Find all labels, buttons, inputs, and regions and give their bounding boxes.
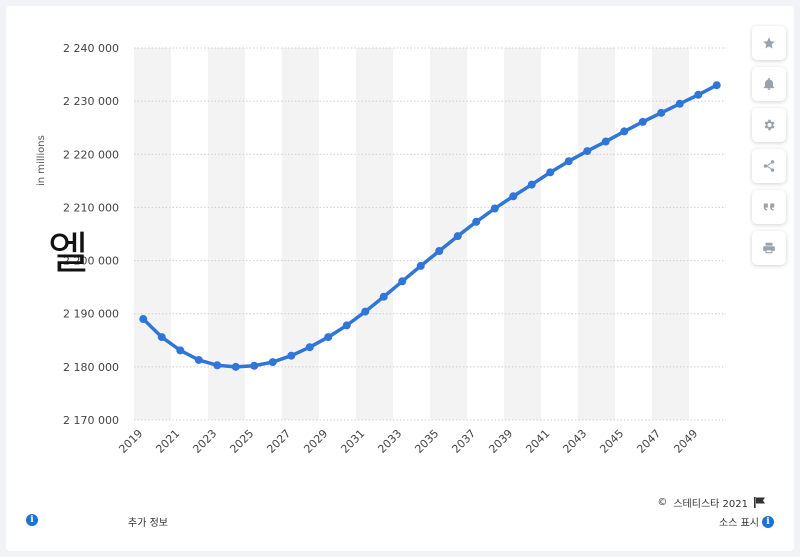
background-band [134,48,171,420]
data-point [620,127,629,136]
x-tick-label: 2035 [412,427,441,456]
y-tick-label: 2 230 000 [63,95,119,108]
background-band [282,48,319,420]
x-tick-label: 2043 [560,427,589,456]
data-point [139,315,148,324]
x-tick-label: 2019 [116,427,145,456]
data-point [675,99,684,108]
print-button[interactable] [752,231,786,265]
data-point [435,247,444,256]
x-tick-label: 2033 [375,427,404,456]
y-tick-label: 2 170 000 [63,414,119,427]
print-icon [763,242,775,254]
y-tick-label: 2 200 000 [63,255,119,268]
data-point [453,232,462,241]
data-point [583,147,592,156]
data-point [712,81,721,90]
data-point [287,351,296,360]
data-point [157,333,166,342]
data-point [194,355,203,364]
y-tick-label: 2 180 000 [63,361,119,374]
x-tick-label: 2027 [264,427,293,456]
y-axis-glyph-label: 엘 [48,228,89,279]
y-tick-label: 2 210 000 [63,201,119,214]
x-tick-label: 2025 [227,427,256,456]
data-point [472,217,481,226]
data-point [638,117,647,126]
x-tick-label: 2031 [338,427,367,456]
info-icon: i [26,514,38,526]
background-band [208,48,245,420]
data-point [361,307,370,316]
flag-icon [754,497,765,508]
background-band [578,48,615,420]
data-point [398,277,407,286]
x-tick-label: 2049 [671,427,700,456]
copyright-notice[interactable]: © 스테티스타 2021 [657,495,766,510]
data-point [213,361,222,370]
data-point [268,358,277,367]
share-icon [763,160,775,172]
line-chart: 2 170 000 2 180 000 2 190 000 2 200 000 2 21… [63,42,726,456]
data-point [324,333,333,342]
gear-icon [764,119,775,131]
data-point [176,346,185,355]
more-info-link[interactable]: 추가 정보 [128,518,168,529]
data-point [379,292,388,301]
x-tick-label: 2047 [634,427,663,456]
data-point [416,261,425,270]
copyright-text: 스테티스타 2021 [673,499,748,510]
x-tick-label: 2037 [449,427,478,456]
quote-icon [763,203,775,211]
star-icon [763,37,775,49]
x-tick-label: 2023 [190,427,219,456]
show-source-link[interactable]: 소스 표시 i [719,514,774,529]
x-tick-label: 2039 [486,427,515,456]
cite-button[interactable] [752,190,786,224]
source-info-icon: i [762,515,774,528]
bell-icon [763,77,775,90]
data-point [490,204,499,213]
copyright-symbol: © [657,497,668,508]
x-tick-label: 2021 [153,427,182,456]
data-point [509,192,518,201]
data-point [305,343,314,352]
chart-toolbar [752,26,786,272]
data-point [250,361,259,370]
data-point [694,90,703,99]
background-band [356,48,393,420]
y-axis-unit-label: in millions [36,135,47,186]
show-source-label: 소스 표시 [719,518,759,529]
x-tick-label: 2041 [523,427,552,456]
y-tick-label: 2 190 000 [63,308,119,321]
data-point [564,157,573,166]
data-point [527,180,536,189]
notification-button[interactable] [752,67,786,101]
background-band [504,48,541,420]
data-point [342,321,351,330]
favorite-button[interactable] [752,26,786,60]
y-tick-label: 2 220 000 [63,148,119,161]
x-tick-label: 2029 [301,427,330,456]
chart-card: 2 170 000 2 180 000 2 190 000 2 200 000 2 21… [6,6,794,551]
data-point [546,168,555,177]
data-point [231,362,240,371]
settings-button[interactable] [752,108,786,142]
data-point [657,108,666,117]
x-tick-label: 2045 [597,427,626,456]
data-point [601,137,610,146]
y-tick-label: 2 240 000 [63,42,119,55]
share-button[interactable] [752,149,786,183]
info-button[interactable]: i [26,514,38,526]
